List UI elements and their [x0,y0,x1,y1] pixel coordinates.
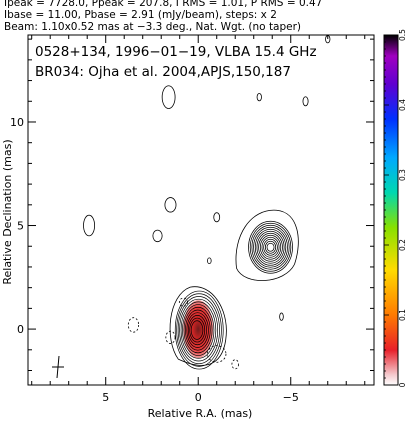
core-contour [177,296,220,365]
knot-contour [258,232,283,262]
core-contour [186,312,209,348]
knot-contour [253,226,288,268]
weak-contour [161,85,176,109]
plot-title-2: BR034: Ojha et al. 2004,APJS,150,187 [35,64,291,80]
core-contour [182,304,215,356]
y-axis-label: Relative Declination (mas) [1,139,14,284]
knot-contour [254,228,287,266]
knot-contour [261,236,280,258]
negative-contour [127,317,140,333]
x-tick-label: 5 [102,391,109,404]
knot-contour [259,234,282,260]
y-tick-label: 10 [10,116,24,129]
weak-contour [256,93,262,102]
knot-outer-contour [235,209,299,281]
colorbar-ticks: 0 0.1 0.2 0.3 0.4 0.5 [384,29,407,387]
header-line-3: Beam: 1.10x0.52 mas at −3.3 deg., Nat. W… [4,21,302,33]
knot-contour [248,220,293,274]
core-outer-contour [169,286,227,366]
colorbar-tick-label: 0.5 [398,29,407,41]
x-tick-label: 0 [195,391,202,404]
colorbar-tick-label: 0.4 [398,99,407,111]
colorbar [383,34,399,386]
negative-contour [207,345,227,363]
core-contour [180,301,217,359]
x-tick-label: −5 [283,391,299,404]
weak-contour [213,212,221,223]
header-line-1: Ipeak = 7728.0, Ppeak = 207.8, I RMS = 1… [4,0,323,9]
colorbar-tick-label: 0.2 [398,239,407,251]
knot-contour [249,222,292,272]
knot-contour [264,240,277,254]
colorbar-tick-label: 0.1 [398,309,407,321]
contour-layer [83,35,331,370]
core-contour [174,290,224,370]
weak-contour [207,257,212,265]
beam-marker [52,355,64,379]
core-contour [179,298,219,362]
knot-contour [256,230,285,264]
core-contour [190,320,204,340]
core-contour [185,309,211,351]
y-tick-label: 0 [17,323,24,336]
knot-contour [263,238,278,256]
knot-contour [251,224,290,270]
y-tick-label: 5 [17,220,24,233]
weak-contour [279,312,284,321]
colorbar-tick-label: 0 [398,382,407,387]
negative-contour [178,297,188,307]
colorbar-tick-label: 0.3 [398,169,407,181]
weak-contour [302,96,309,107]
header-line-2: Ibase = 11.00, Pbase = 2.91 (mJy/beam), … [4,9,277,21]
axis-ticks: 5 0 −5 0 5 10 [10,35,374,404]
negative-contour [231,359,239,370]
weak-contour [152,229,163,243]
knot-contour [266,242,275,252]
core-contour [187,315,207,346]
x-axis-label: Relative R.A. (mas) [148,407,253,420]
core-contour [183,306,213,354]
plot-title-1: 0528+134, 1996−01−19, VLBA 15.4 GHz [35,44,317,60]
weak-contour [164,197,177,213]
core-contour [189,317,206,343]
negative-contour [165,330,176,344]
weak-contour [83,214,96,237]
core-contour [176,293,222,367]
